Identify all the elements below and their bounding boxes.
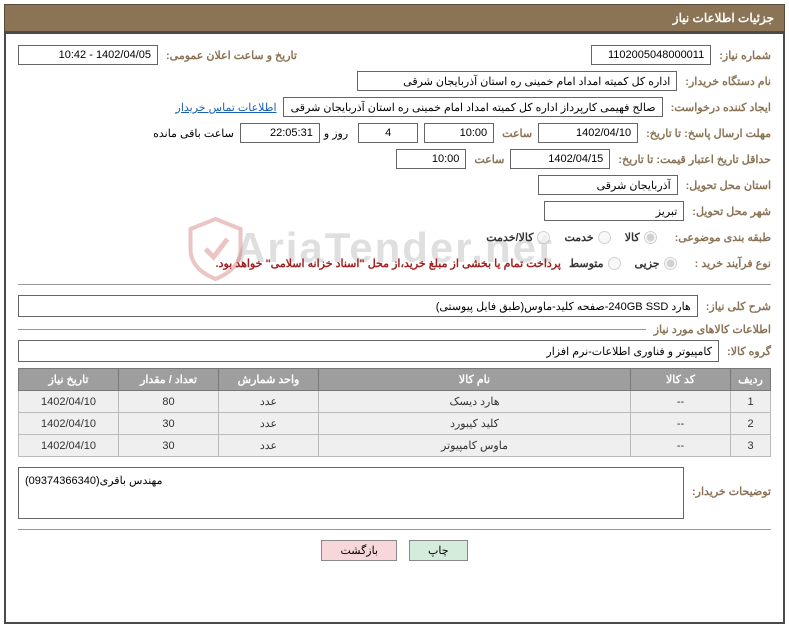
- buyer-desc-label: توضیحات خریدار:: [692, 485, 771, 498]
- radio-service[interactable]: خدمت: [564, 231, 610, 244]
- cell: --: [631, 413, 731, 435]
- province-field: آذربایجان شرقی: [538, 175, 678, 195]
- process-label: نوع فرآیند خرید :: [695, 257, 771, 270]
- buyer-field: اداره کل کمیته امداد امام خمینی ره استان…: [357, 71, 677, 91]
- cell: 2: [731, 413, 771, 435]
- radio-goods[interactable]: کالا: [625, 231, 657, 244]
- divider-1: [18, 284, 771, 285]
- radio-service-input[interactable]: [598, 231, 611, 244]
- validity-date-field: 1402/04/15: [510, 149, 610, 169]
- city-field: تبریز: [544, 201, 684, 221]
- deadline-date-field: 1402/04/10: [538, 123, 638, 143]
- days-label: روز و: [324, 127, 348, 140]
- cell: عدد: [219, 413, 319, 435]
- table-row: 1 -- هارد دیسک عدد 80 1402/04/10: [19, 391, 771, 413]
- th-name: نام کالا: [319, 369, 631, 391]
- deadline-label: مهلت ارسال پاسخ: تا تاریخ:: [646, 127, 771, 140]
- hour-label-2: ساعت: [474, 153, 504, 166]
- remain-time-field: 22:05:31: [240, 123, 320, 143]
- purchase-note: پرداخت تمام یا بخشی از مبلغ خرید،از محل …: [216, 257, 561, 270]
- days-field: 4: [358, 123, 418, 143]
- cell: عدد: [219, 435, 319, 457]
- province-label: استان محل تحویل:: [686, 179, 771, 192]
- cell: هارد دیسک: [319, 391, 631, 413]
- subject-cat-label: طبقه بندی موضوعی:: [675, 231, 771, 244]
- back-button[interactable]: بازگشت: [321, 540, 397, 561]
- buyer-desc-text: مهندس باقری(09374366340): [25, 474, 163, 487]
- divider-3: [18, 529, 771, 530]
- radio-partial-input[interactable]: [664, 257, 677, 270]
- desc-field: هارد 240GB SSD-صفحه کلید-ماوس(طبق فایل پ…: [18, 295, 698, 317]
- cell: 30: [119, 435, 219, 457]
- creator-field: صالح فهیمی کارپرداز اداره کل کمیته امداد…: [283, 97, 663, 117]
- radio-goods-input[interactable]: [644, 231, 657, 244]
- validity-hour-field: 10:00: [396, 149, 466, 169]
- cell: 1: [731, 391, 771, 413]
- cell: 3: [731, 435, 771, 457]
- radio-medium[interactable]: متوسط: [569, 257, 621, 270]
- th-unit: واحد شمارش: [219, 369, 319, 391]
- buyer-desc-box: مهندس باقری(09374366340): [18, 467, 684, 519]
- radio-gs-input[interactable]: [537, 231, 550, 244]
- announce-label: تاریخ و ساعت اعلان عمومی:: [166, 49, 297, 62]
- th-date: تاریخ نیاز: [19, 369, 119, 391]
- group-label: گروه کالا:: [727, 345, 771, 358]
- goods-info-title: اطلاعات کالاهای مورد نیاز: [654, 323, 771, 336]
- cell: 80: [119, 391, 219, 413]
- city-label: شهر محل تحویل:: [692, 205, 771, 218]
- cell: --: [631, 391, 731, 413]
- cell: 1402/04/10: [19, 391, 119, 413]
- cell: 1402/04/10: [19, 413, 119, 435]
- print-button[interactable]: چاپ: [409, 540, 468, 561]
- buyer-label: نام دستگاه خریدار:: [685, 75, 771, 88]
- table-row: 3 -- ماوس کامپیوتر عدد 30 1402/04/10: [19, 435, 771, 457]
- th-row: ردیف: [731, 369, 771, 391]
- cell: ماوس کامپیوتر: [319, 435, 631, 457]
- cell: عدد: [219, 391, 319, 413]
- radio-medium-input[interactable]: [608, 257, 621, 270]
- buyer-contact-link[interactable]: اطلاعات تماس خریدار: [176, 101, 277, 114]
- hour-label-1: ساعت: [502, 127, 532, 140]
- validity-label: حداقل تاریخ اعتبار قیمت: تا تاریخ:: [618, 153, 771, 166]
- deadline-hour-field: 10:00: [424, 123, 494, 143]
- cell: --: [631, 435, 731, 457]
- need-no-label: شماره نیاز:: [719, 49, 771, 62]
- divider-2: [18, 329, 646, 330]
- creator-label: ایجاد کننده درخواست:: [671, 101, 771, 114]
- th-code: کد کالا: [631, 369, 731, 391]
- goods-table: ردیف کد کالا نام کالا واحد شمارش تعداد /…: [18, 368, 771, 457]
- panel-header: جزئیات اطلاعات نیاز: [4, 4, 785, 32]
- cell: کلید کیبورد: [319, 413, 631, 435]
- remain-label: ساعت باقی مانده: [153, 127, 234, 140]
- need-no-field: 1102005048000011: [591, 45, 711, 65]
- th-qty: تعداد / مقدار: [119, 369, 219, 391]
- desc-label: شرح کلی نیاز:: [706, 300, 771, 313]
- announce-field: 1402/04/05 - 10:42: [18, 45, 158, 65]
- group-field: کامپیوتر و فناوری اطلاعات-نرم افزار: [18, 340, 719, 362]
- radio-goods-service[interactable]: کالا/خدمت: [486, 231, 550, 244]
- cell: 30: [119, 413, 219, 435]
- table-row: 2 -- کلید کیبورد عدد 30 1402/04/10: [19, 413, 771, 435]
- radio-partial[interactable]: جزیی: [635, 257, 677, 270]
- cell: 1402/04/10: [19, 435, 119, 457]
